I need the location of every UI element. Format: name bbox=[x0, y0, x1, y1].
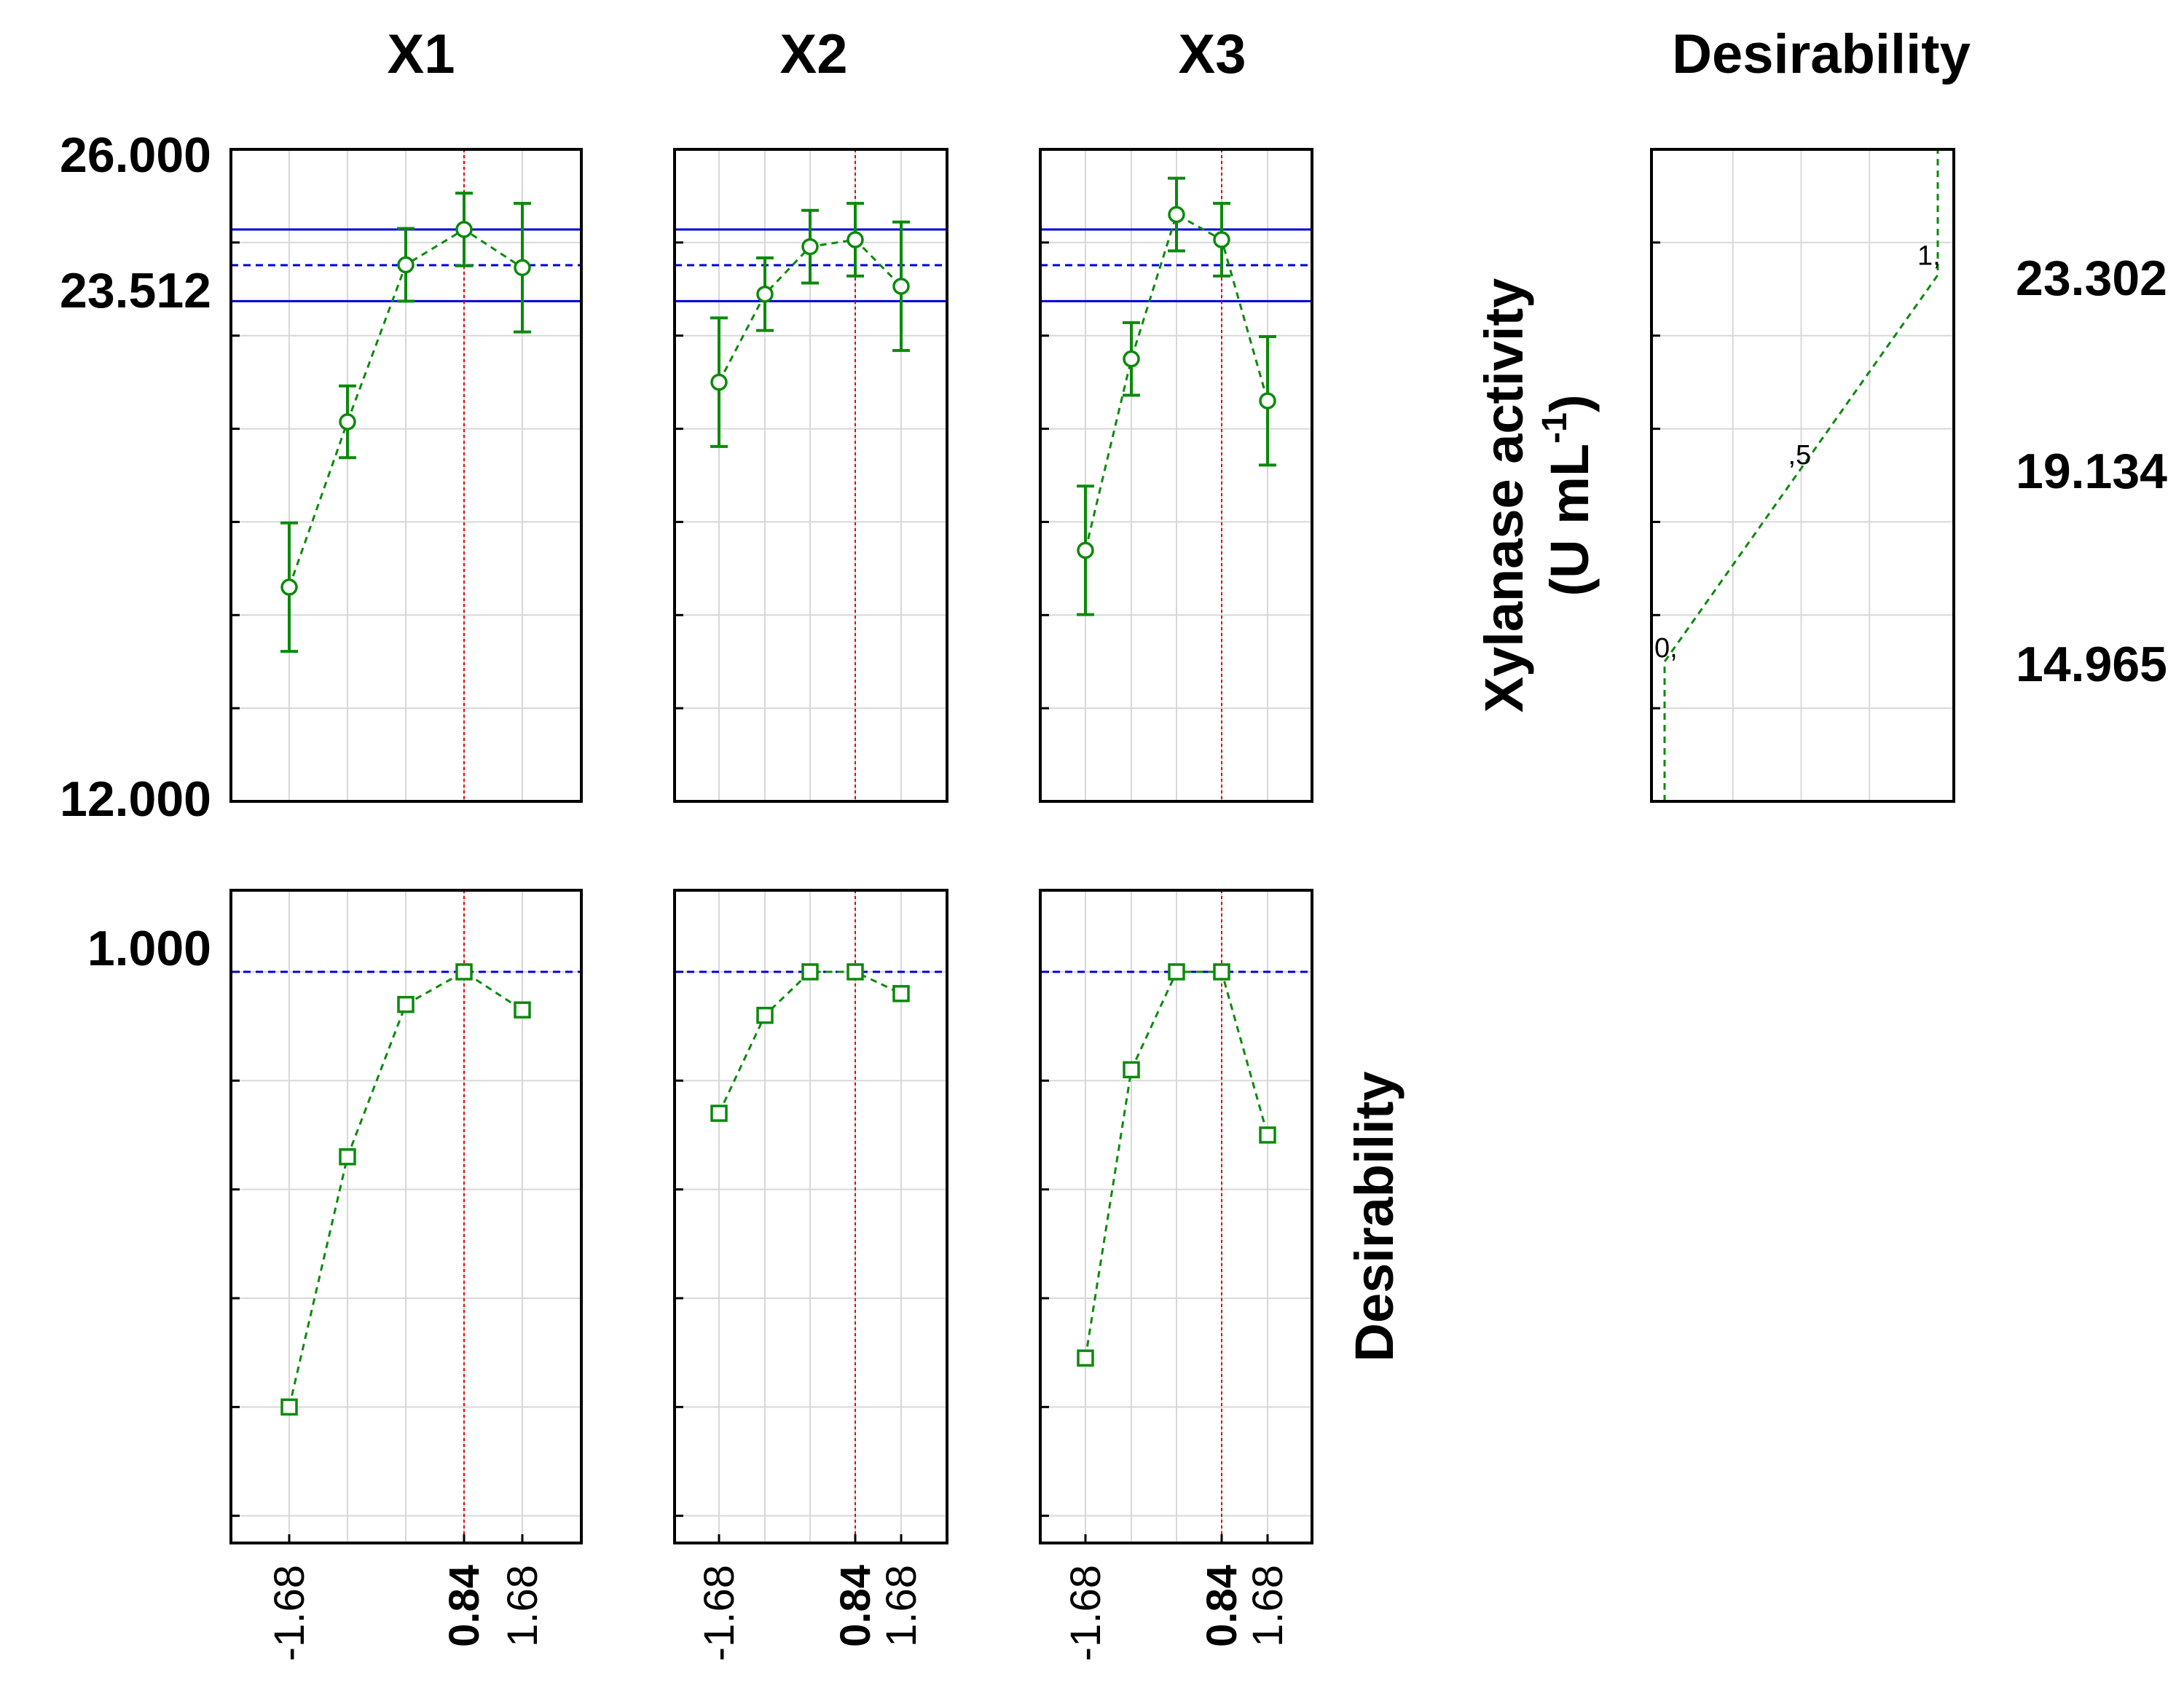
dfn-tick-mid: 19.134 bbox=[2016, 444, 2167, 499]
data-point bbox=[756, 286, 774, 303]
data-point bbox=[847, 231, 864, 248]
desirability-point bbox=[1259, 1126, 1276, 1144]
xtick-current: 0.84 bbox=[1198, 1565, 1246, 1647]
data-point bbox=[455, 221, 473, 238]
data-point bbox=[280, 578, 298, 596]
panel-frame bbox=[229, 889, 583, 1544]
data-point bbox=[801, 237, 819, 256]
data-point bbox=[397, 256, 415, 274]
panel-frame bbox=[1039, 889, 1313, 1544]
xtick-high: 1.68 bbox=[1244, 1565, 1292, 1647]
ylabel-response: Xylanase activity (U mL-1) bbox=[1474, 278, 1600, 712]
ylabel-response-line2: (U mL-1) bbox=[1536, 395, 1600, 597]
xtick-high: 1.68 bbox=[499, 1565, 546, 1647]
ylabel-response-unit: (U mL bbox=[1539, 444, 1600, 597]
title-x2: X2 bbox=[780, 23, 848, 85]
desirability-point bbox=[1123, 1061, 1140, 1079]
panel-bottom-x2: -1.68 0.841.68 bbox=[673, 889, 948, 1661]
panel-frame bbox=[1039, 148, 1313, 803]
ylabel-desirability: Desirability bbox=[1344, 1072, 1405, 1362]
data-point bbox=[1259, 392, 1276, 409]
dfn-tick-high: 23.302 bbox=[2016, 251, 2167, 306]
desirability-point bbox=[892, 985, 910, 1002]
desirability-point bbox=[455, 963, 473, 981]
data-point bbox=[1123, 350, 1140, 368]
data-point bbox=[892, 278, 910, 295]
ylabel-desirability-text: Desirability bbox=[1344, 1072, 1405, 1362]
desirability-point bbox=[1077, 1349, 1094, 1367]
series-line-x3 bbox=[1084, 213, 1269, 551]
desirability-point bbox=[280, 1398, 298, 1416]
xtick-low: -1.68 bbox=[266, 1565, 313, 1661]
title-x1: X1 bbox=[388, 23, 455, 85]
title-desirability: Desirability bbox=[1672, 23, 1971, 85]
xtick-high: 1.68 bbox=[878, 1565, 925, 1647]
panel-desirability-function: 0, ,5 1, bbox=[1650, 148, 1955, 803]
desirability-point bbox=[710, 1104, 728, 1122]
xtick-low: -1.68 bbox=[1062, 1565, 1109, 1661]
desirability-point bbox=[397, 996, 415, 1013]
data-point bbox=[514, 259, 531, 277]
panel-bottom-x3: -1.68 0.841.68 bbox=[1039, 889, 1313, 1661]
data-point bbox=[1168, 205, 1185, 224]
desirability-point bbox=[756, 1006, 774, 1024]
xtick-current: 0.84 bbox=[441, 1565, 488, 1647]
dfn-label-half: ,5 bbox=[1788, 440, 1812, 471]
ytick-top-current: 23.512 bbox=[60, 263, 211, 318]
panel-frame bbox=[229, 148, 583, 803]
ylabel-response-close: ) bbox=[1539, 395, 1600, 413]
dfn-tick-low: 14.965 bbox=[2016, 637, 2167, 692]
desirability-line-x2 bbox=[718, 970, 902, 1114]
desirability-point bbox=[339, 1148, 356, 1166]
panels-layer: -1.68 0.84 1.68 -1.68 0.841.68 -1.68 0.841.680… bbox=[229, 148, 1955, 1661]
panel-top-x3 bbox=[1039, 148, 1313, 803]
desirability-point bbox=[801, 963, 819, 981]
panel-frame bbox=[673, 148, 948, 803]
data-point bbox=[1213, 231, 1230, 248]
panel-bg bbox=[1651, 149, 1954, 801]
title-x3: X3 bbox=[1179, 23, 1246, 85]
xtick-low: -1.68 bbox=[696, 1565, 743, 1661]
ytick-bottom-max: 1.000 bbox=[87, 921, 211, 976]
panel-frame bbox=[673, 889, 948, 1544]
desirability-point bbox=[1168, 963, 1185, 981]
dfn-label-one: 1, bbox=[1917, 241, 1941, 272]
desirability-point bbox=[847, 963, 864, 981]
data-point bbox=[1077, 541, 1094, 560]
ylabel-response-line1: Xylanase activity bbox=[1474, 278, 1534, 712]
panel-top-x1 bbox=[229, 148, 583, 803]
ytick-top-min: 12.000 bbox=[60, 771, 211, 827]
desirability-function-line bbox=[1663, 149, 1939, 801]
panel-frame bbox=[1650, 148, 1955, 803]
xtick-current: 0.84 bbox=[832, 1565, 879, 1647]
ytick-top-max: 26.000 bbox=[60, 127, 211, 183]
ylabel-response-sup: -1 bbox=[1536, 412, 1574, 444]
panel-top-x2 bbox=[673, 148, 948, 803]
desirability-point bbox=[1213, 963, 1230, 981]
dfn-label-zero: 0, bbox=[1654, 633, 1678, 664]
panel-bottom-x1: -1.68 0.84 1.68 bbox=[229, 889, 583, 1661]
data-point bbox=[339, 413, 356, 431]
desirability-point bbox=[514, 1001, 531, 1019]
data-point bbox=[710, 373, 728, 391]
